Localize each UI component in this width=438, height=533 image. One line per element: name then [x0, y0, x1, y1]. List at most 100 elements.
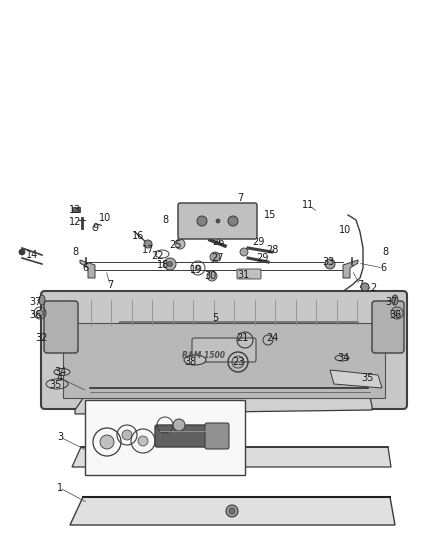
Bar: [72, 207, 80, 212]
Text: 8: 8: [162, 215, 168, 225]
Text: 8: 8: [382, 247, 388, 257]
Text: 36: 36: [389, 310, 401, 320]
FancyBboxPatch shape: [41, 291, 407, 409]
Circle shape: [394, 310, 400, 316]
Text: 12: 12: [69, 217, 81, 227]
Text: 1: 1: [57, 483, 63, 493]
Circle shape: [227, 452, 237, 462]
Text: 2: 2: [370, 283, 376, 293]
Text: 39: 39: [177, 415, 189, 425]
Polygon shape: [330, 370, 382, 388]
FancyBboxPatch shape: [155, 425, 214, 447]
Circle shape: [175, 239, 185, 249]
Circle shape: [230, 455, 234, 459]
Text: 37: 37: [29, 297, 41, 307]
FancyBboxPatch shape: [372, 301, 404, 353]
Text: 9: 9: [92, 223, 98, 233]
Text: 19: 19: [190, 265, 202, 275]
Text: 34: 34: [54, 367, 66, 377]
Text: 25: 25: [170, 240, 182, 250]
Text: 7: 7: [107, 280, 113, 290]
Ellipse shape: [184, 355, 206, 365]
Text: RAM 1500: RAM 1500: [183, 351, 226, 359]
Circle shape: [173, 419, 185, 431]
Text: 35: 35: [362, 373, 374, 383]
Text: 7: 7: [185, 207, 191, 217]
Text: 23: 23: [232, 357, 244, 367]
FancyBboxPatch shape: [44, 301, 78, 353]
FancyBboxPatch shape: [237, 269, 261, 279]
Text: 40: 40: [182, 429, 194, 439]
Circle shape: [197, 216, 207, 226]
Text: 7: 7: [357, 280, 363, 290]
Text: 8: 8: [242, 205, 248, 215]
FancyBboxPatch shape: [205, 423, 229, 449]
Text: 45: 45: [106, 442, 118, 452]
Polygon shape: [80, 260, 95, 278]
Text: 16: 16: [132, 231, 144, 241]
Ellipse shape: [39, 295, 45, 305]
Circle shape: [207, 271, 217, 281]
Text: 5: 5: [212, 313, 218, 323]
Text: 7: 7: [237, 193, 243, 203]
Circle shape: [195, 265, 201, 271]
Text: 10: 10: [99, 213, 111, 223]
Text: 24: 24: [266, 333, 278, 343]
Text: 33: 33: [322, 257, 334, 267]
Text: 22: 22: [152, 251, 164, 261]
Ellipse shape: [54, 368, 70, 376]
Text: 35: 35: [49, 380, 61, 390]
FancyBboxPatch shape: [178, 203, 257, 239]
Circle shape: [210, 252, 220, 262]
Text: 20: 20: [114, 425, 126, 435]
Text: 27: 27: [212, 253, 224, 263]
Circle shape: [144, 240, 152, 248]
Text: 4: 4: [57, 373, 63, 383]
Text: 42: 42: [211, 418, 223, 428]
Text: 34: 34: [337, 353, 349, 363]
Circle shape: [100, 435, 114, 449]
FancyBboxPatch shape: [192, 338, 256, 362]
Text: 13: 13: [69, 205, 81, 215]
Text: 32: 32: [36, 333, 48, 343]
Text: 29: 29: [252, 237, 264, 247]
Text: 30: 30: [204, 271, 216, 281]
Polygon shape: [70, 497, 395, 525]
Text: 28: 28: [266, 245, 278, 255]
Text: 44: 44: [169, 438, 181, 448]
Text: 18: 18: [157, 260, 169, 270]
Text: 6: 6: [380, 263, 386, 273]
Circle shape: [167, 262, 173, 266]
Polygon shape: [72, 447, 391, 467]
Polygon shape: [343, 260, 358, 278]
Circle shape: [138, 436, 148, 446]
Circle shape: [226, 505, 238, 517]
Text: 6: 6: [82, 263, 88, 273]
Circle shape: [240, 248, 248, 256]
Bar: [63, 323, 385, 398]
Circle shape: [229, 508, 235, 514]
Text: 41: 41: [197, 430, 209, 440]
Text: 11: 11: [302, 200, 314, 210]
Circle shape: [164, 258, 176, 270]
Circle shape: [19, 249, 25, 255]
Polygon shape: [115, 322, 361, 330]
Ellipse shape: [392, 295, 398, 305]
Text: 29: 29: [256, 253, 268, 263]
Circle shape: [37, 310, 43, 316]
Text: 21: 21: [236, 333, 248, 343]
Text: 26: 26: [212, 237, 224, 247]
Text: 14: 14: [26, 250, 38, 260]
Text: 15: 15: [264, 210, 276, 220]
Circle shape: [122, 430, 132, 440]
Bar: [85, 400, 245, 475]
Text: 36: 36: [29, 310, 41, 320]
Text: 8: 8: [72, 247, 78, 257]
Circle shape: [216, 219, 220, 223]
Ellipse shape: [335, 355, 349, 361]
Polygon shape: [75, 388, 372, 414]
Text: 43: 43: [196, 410, 208, 420]
Text: 31: 31: [237, 270, 249, 280]
Circle shape: [361, 283, 369, 291]
Text: 17: 17: [142, 245, 154, 255]
